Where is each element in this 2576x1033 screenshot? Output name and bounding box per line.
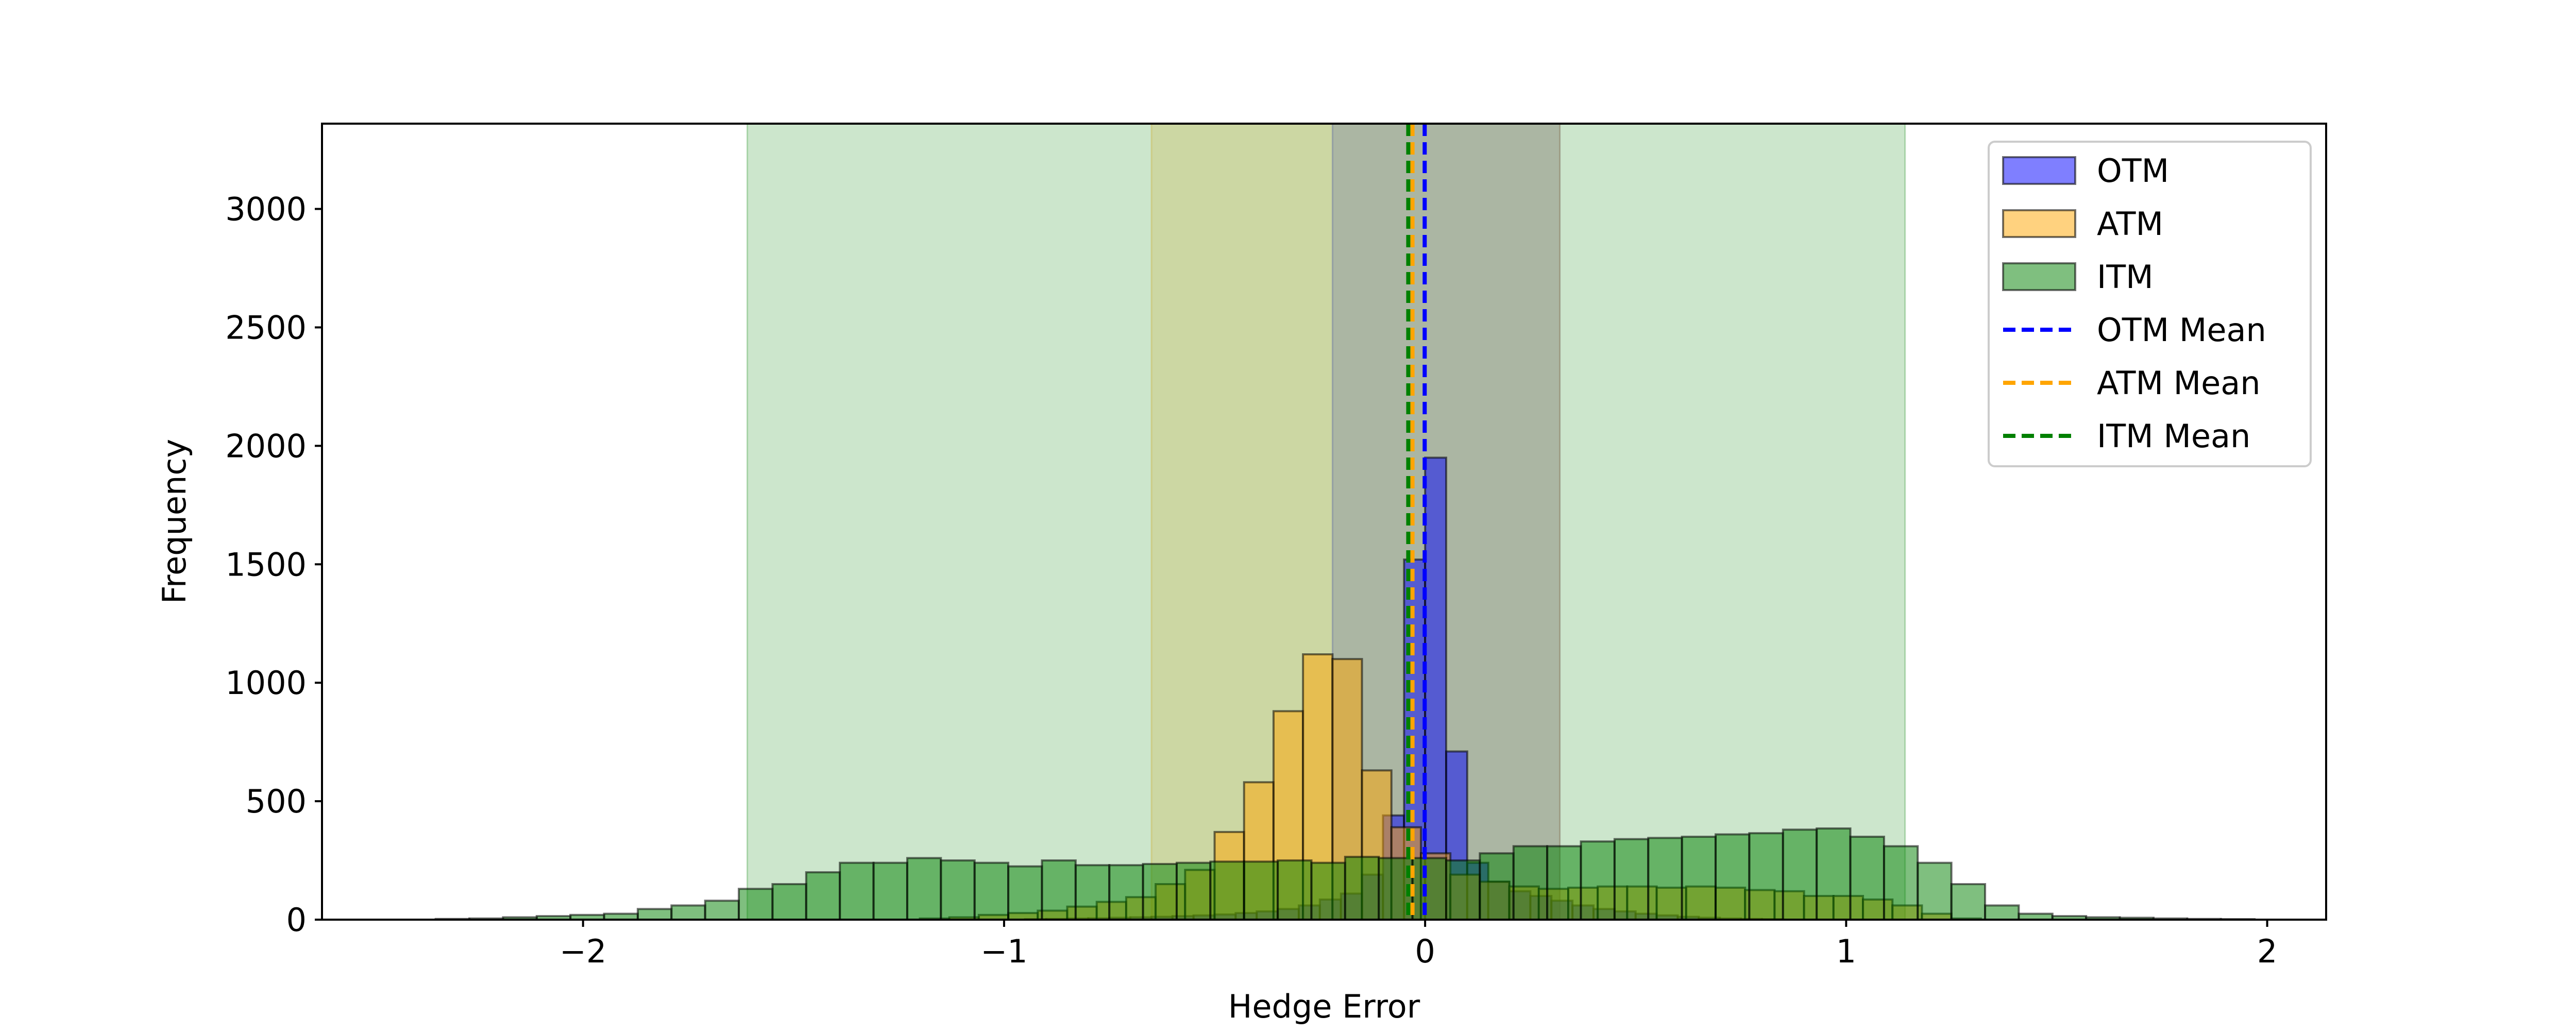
itm-bar bbox=[1681, 836, 1717, 921]
legend-otm-mean-label: OTM Mean bbox=[2097, 311, 2266, 349]
itm-bar bbox=[1445, 859, 1481, 921]
itm-bar bbox=[1647, 837, 1683, 921]
legend-atm-swatch bbox=[2002, 209, 2076, 238]
itm-bar bbox=[1883, 845, 1919, 921]
legend-itm-swatch bbox=[2002, 262, 2076, 291]
x-tick-label: 0 bbox=[1415, 933, 1435, 970]
itm-bar bbox=[1142, 862, 1178, 921]
legend-itm-label: ITM bbox=[2097, 258, 2154, 296]
itm-bar bbox=[1917, 861, 1953, 921]
itm-bar bbox=[1849, 836, 1885, 921]
y-tick-label: 3000 bbox=[225, 191, 307, 228]
itm-bar bbox=[1108, 864, 1144, 921]
otm-bar bbox=[1424, 456, 1447, 921]
itm-bar bbox=[1243, 860, 1279, 921]
y-axis-label: Frequency bbox=[156, 439, 193, 604]
itm-bar bbox=[805, 871, 841, 921]
legend-otm-swatch bbox=[2002, 156, 2076, 185]
itm-bar bbox=[1074, 864, 1111, 921]
itm-bar bbox=[906, 857, 942, 921]
itm-bar bbox=[1175, 861, 1212, 921]
itm-bar bbox=[1411, 857, 1447, 921]
itm-bar bbox=[1479, 852, 1515, 921]
itm-bar bbox=[1277, 859, 1313, 921]
y-axis-ticks: 0 500 1000 1500 2000 2500 3000 bbox=[225, 191, 322, 939]
itm-bar bbox=[1007, 865, 1043, 921]
plot-frame bbox=[321, 123, 2327, 921]
y-tick-label: 0 bbox=[286, 901, 307, 939]
legend: OTM ATM ITM OTM Mean ATM Mean ITM Mean bbox=[1988, 141, 2312, 467]
y-tick-label: 2500 bbox=[225, 309, 307, 346]
itm-bar bbox=[636, 908, 673, 921]
itm-bar bbox=[771, 883, 807, 921]
itm-bar bbox=[738, 888, 774, 921]
itm-bar bbox=[704, 900, 740, 921]
itm-bar bbox=[940, 859, 976, 921]
x-tick-label: −2 bbox=[560, 933, 606, 970]
itm-bar bbox=[1748, 832, 1784, 921]
itm-bar bbox=[839, 861, 875, 921]
y-tick-label: 500 bbox=[246, 783, 307, 820]
x-tick-label: 1 bbox=[1836, 933, 1856, 970]
itm-bar bbox=[973, 861, 1010, 921]
itm-bar bbox=[1782, 828, 1818, 921]
itm-bar bbox=[1816, 827, 1852, 921]
itm-bar bbox=[1546, 845, 1582, 921]
legend-atm-mean-label: ATM Mean bbox=[2097, 364, 2261, 402]
x-axis-ticks: −2 −1 0 1 2 bbox=[560, 920, 2277, 970]
itm-bar bbox=[670, 904, 706, 921]
y-tick-label: 1500 bbox=[225, 546, 307, 583]
itm-bar bbox=[1984, 904, 2020, 921]
x-tick-label: −1 bbox=[980, 933, 1027, 970]
legend-otm-label: OTM bbox=[2097, 152, 2169, 190]
y-tick-label: 1000 bbox=[225, 664, 307, 702]
itm-bar bbox=[1041, 859, 1077, 921]
itm-bar bbox=[872, 861, 908, 921]
itm-bar bbox=[1580, 840, 1616, 921]
itm-bar bbox=[1512, 845, 1549, 921]
x-axis-label: Hedge Error bbox=[1228, 988, 1420, 1025]
itm-bar bbox=[1715, 833, 1751, 921]
y-tick-label: 2000 bbox=[225, 427, 307, 465]
x-tick-label: 2 bbox=[2257, 933, 2277, 970]
itm-bar bbox=[1310, 861, 1346, 921]
itm-bar bbox=[1613, 838, 1650, 921]
itm-bar bbox=[1344, 856, 1380, 921]
legend-itm-mean-label: ITM Mean bbox=[2097, 417, 2250, 455]
legend-atm-label: ATM bbox=[2097, 205, 2163, 243]
mean-lines-layer bbox=[1406, 124, 1427, 920]
itm-bar bbox=[1209, 860, 1245, 921]
itm-bar bbox=[1950, 883, 1987, 921]
